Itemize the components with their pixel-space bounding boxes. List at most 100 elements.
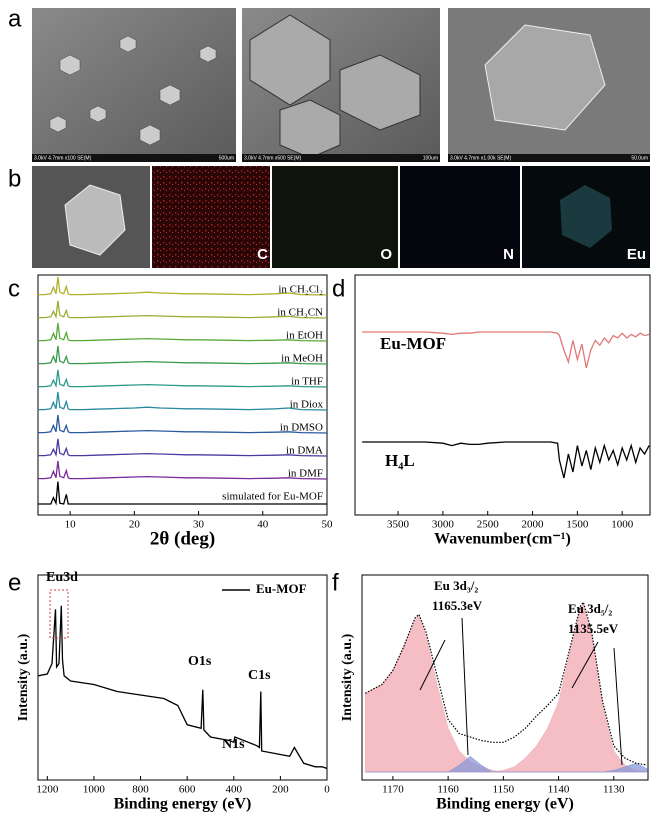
plot-frame	[37, 574, 328, 781]
plot-frame	[37, 274, 328, 516]
x-tick-label: 30	[193, 519, 205, 531]
eds-label: C	[257, 246, 268, 263]
info-bar	[242, 154, 440, 162]
annotation: O1s	[188, 654, 212, 669]
x-tick-label: 3000	[432, 519, 455, 531]
x-axis-label: 2θ (deg)	[150, 528, 215, 549]
info-bar	[32, 154, 236, 162]
series-line	[38, 414, 328, 434]
series-line	[38, 481, 327, 506]
crystal	[560, 185, 612, 248]
sem-scale: 50.0um	[631, 155, 648, 161]
eds-label: Eu	[627, 246, 646, 263]
arrow	[571, 641, 599, 689]
x-tick-label: 40	[257, 519, 269, 531]
series-line	[38, 460, 328, 480]
panel-label: f	[332, 569, 339, 596]
sem-info: 3.0kV 4.7mm x500 SE(M)	[244, 155, 302, 161]
series-line	[365, 755, 648, 773]
series-label: Eu-MOF	[380, 334, 446, 353]
panel-label: a	[8, 5, 22, 32]
sem-info: 3.0kV 4.7mm x100 SE(M)	[34, 155, 92, 161]
series-label: in CH₂Cl₂	[278, 284, 323, 296]
eds-map	[400, 166, 520, 268]
arrow	[419, 639, 446, 691]
series-label: in CH₃CN	[277, 307, 323, 319]
x-tick-label: 600	[179, 784, 196, 796]
x-tick-label: 1140	[548, 784, 570, 796]
x-tick-label: 1200	[36, 784, 59, 796]
panel-label: d	[332, 275, 345, 302]
annotation: Eu 3d₅/₂	[568, 601, 612, 616]
highlight-box	[49, 589, 69, 639]
series-line	[362, 331, 650, 369]
series-label: in MeOH	[281, 353, 323, 365]
info-bar	[448, 154, 650, 162]
series-line	[38, 322, 328, 342]
x-tick-label: 2000	[522, 519, 545, 531]
series-line	[38, 300, 328, 320]
series-line	[38, 345, 328, 365]
series-label: in DMF	[288, 468, 323, 480]
x-tick-label: 20	[129, 519, 141, 531]
annotation: 1165.3eV	[432, 598, 483, 613]
arrow	[613, 647, 623, 766]
series-label: in Diox	[290, 399, 324, 411]
crystals	[249, 14, 421, 159]
sem-image	[32, 8, 236, 162]
x-tick-label: 200	[272, 784, 289, 796]
annotation: C1s	[248, 668, 271, 683]
series-label: simulated for Eu-MOF	[222, 491, 323, 503]
x-tick-label: 3500	[387, 519, 410, 531]
series-line	[38, 369, 328, 389]
x-tick-label: 1170	[382, 784, 404, 796]
sem-scale: 100um	[423, 155, 438, 161]
x-tick-label: 10	[65, 519, 77, 531]
annotation: N1s	[222, 737, 245, 752]
crystals	[49, 35, 217, 146]
x-tick-label: 1500	[566, 519, 589, 531]
series-line	[38, 438, 328, 458]
plot-frame	[354, 274, 651, 516]
series-label: in EtOH	[286, 330, 323, 342]
legend-label: Eu-MOF	[256, 581, 307, 596]
arrow	[461, 617, 469, 756]
panel-label: b	[8, 165, 21, 192]
x-axis-label: Wavenumber(cm⁻¹)	[434, 531, 571, 548]
x-tick-label: 1000	[611, 519, 634, 531]
x-tick-label: 50	[322, 519, 334, 531]
series-line	[362, 441, 650, 479]
series-line	[37, 605, 328, 770]
panel-label: c	[8, 275, 20, 302]
crystal	[484, 24, 606, 131]
annotation: Eu3d	[46, 570, 78, 585]
series-label: in THF	[291, 376, 323, 388]
x-tick-label: 1000	[83, 784, 106, 796]
x-tick-label: 1160	[437, 784, 459, 796]
y-axis-label: Intensity (a.u.)	[340, 633, 355, 721]
sem-info: 3.0kV 4.7mm x1.00k SE(M)	[450, 155, 511, 161]
annotation: Eu 3d₃/₂	[434, 578, 478, 593]
x-tick-label: 1150	[493, 784, 515, 796]
eds-map	[272, 166, 398, 268]
sem-scale: 500um	[219, 155, 234, 161]
x-tick-label: 400	[226, 784, 243, 796]
series-line	[38, 276, 328, 296]
y-axis-label: Intensity (a.u.)	[16, 633, 31, 721]
series-line	[38, 391, 328, 411]
series-label: H₄L	[385, 451, 415, 470]
x-tick-label: 1130	[603, 784, 625, 796]
x-axis-label: Binding energy (eV)	[436, 796, 574, 813]
plot-frame	[361, 574, 649, 781]
x-tick-label: 2500	[477, 519, 500, 531]
annotation: 1135.5eV	[568, 621, 619, 636]
crystal	[64, 184, 126, 256]
series-label: in DMA	[286, 445, 323, 457]
x-axis-label: Binding energy (eV)	[114, 796, 252, 813]
x-tick-label: 800	[132, 784, 149, 796]
eds-label: O	[380, 246, 392, 263]
eds-label: N	[503, 246, 514, 263]
x-tick-label: 0	[324, 784, 330, 796]
eds-map	[152, 166, 270, 268]
